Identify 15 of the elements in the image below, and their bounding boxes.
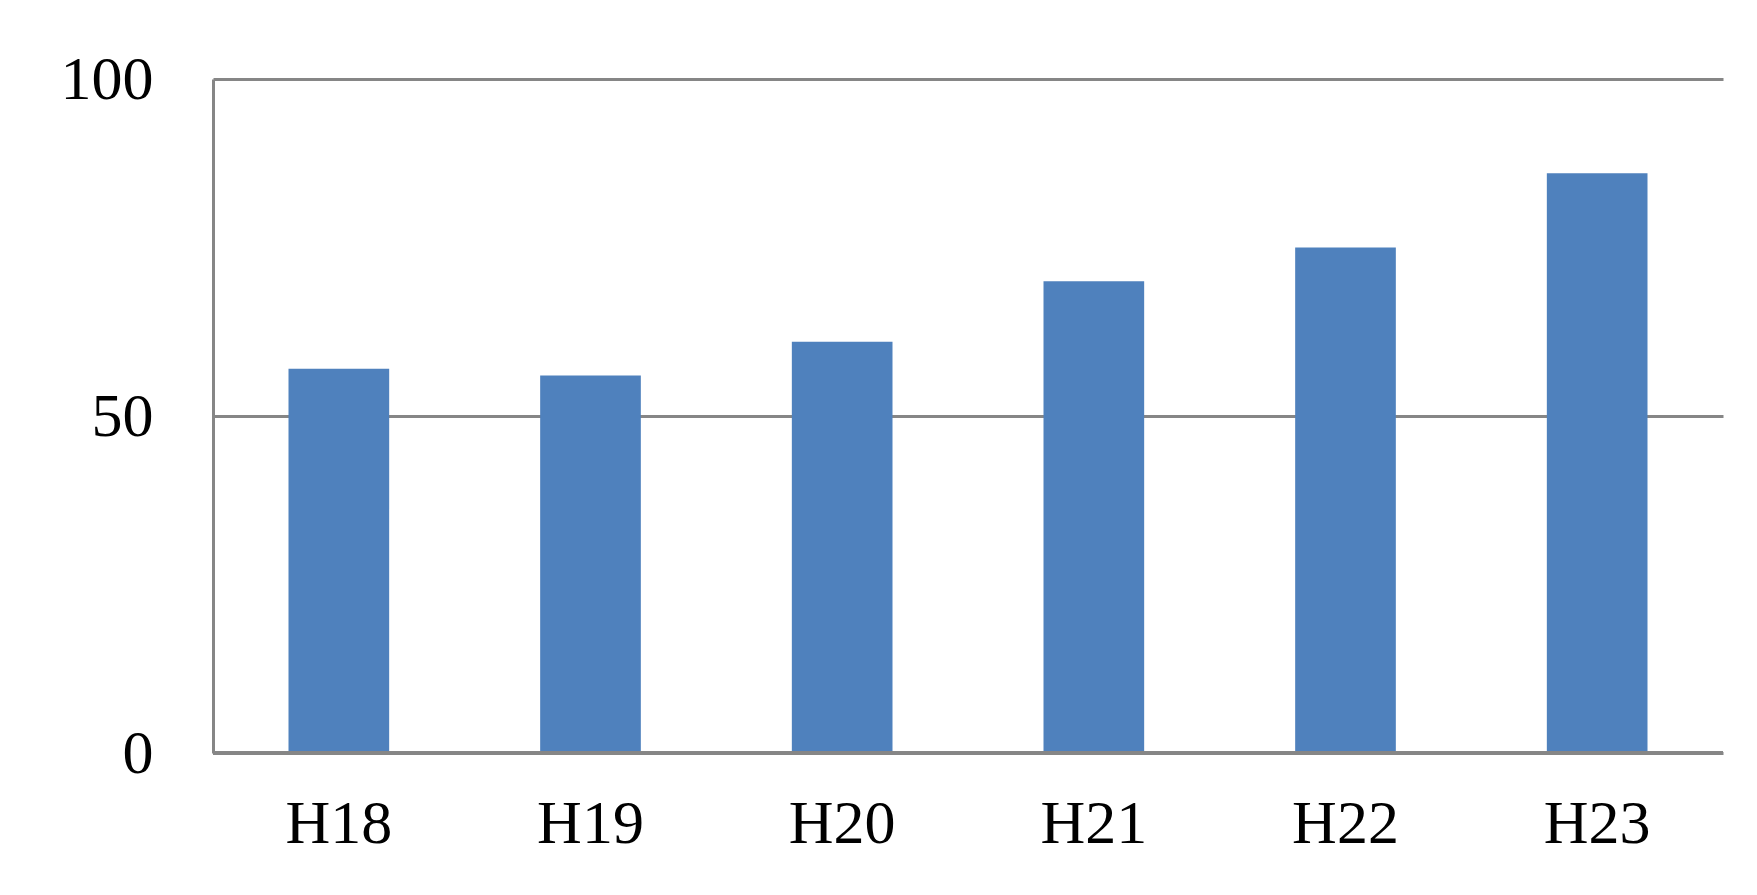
x-tick-label: H23 [1543, 787, 1651, 856]
y-tick-label: 50 [91, 380, 154, 449]
bar [1043, 281, 1145, 753]
bar [288, 368, 390, 753]
bar [1546, 173, 1648, 753]
x-tick-label: H22 [1292, 787, 1399, 856]
x-tick-label: H19 [537, 787, 644, 856]
y-tick-label: 0 [122, 717, 154, 786]
bar [540, 375, 641, 753]
bar [791, 341, 893, 753]
x-tick-label: H21 [1040, 787, 1148, 856]
bar [1295, 247, 1396, 753]
x-tick-label: H18 [285, 787, 393, 856]
y-tick-label: 100 [60, 43, 154, 112]
x-tick-label: H20 [788, 787, 896, 856]
